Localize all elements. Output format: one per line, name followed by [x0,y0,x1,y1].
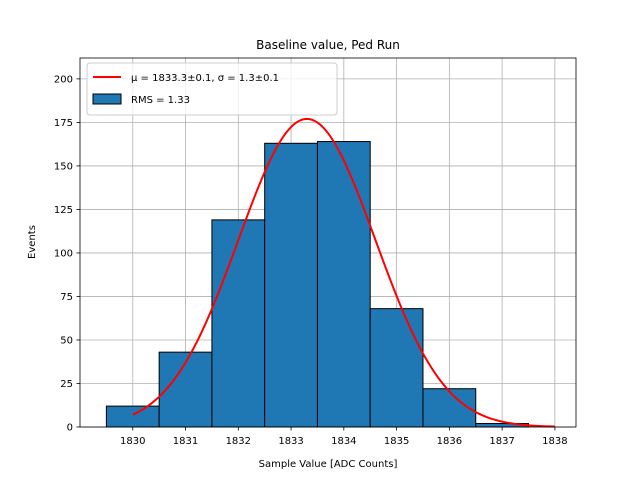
x-tick-label: 1837 [489,436,514,447]
y-tick-label: 0 [67,423,73,434]
chart-title: Baseline value, Ped Run [256,38,400,52]
histogram-bars [105,141,530,428]
histogram-bar [369,308,424,428]
x-axis-ticks: 1830 1831 1832 1833 1834 1835 1836 1837 1838 [120,427,568,447]
legend-histogram-label: RMS = 1.33 [131,95,190,106]
y-axis-label: Events [27,225,38,259]
histogram-bar [105,405,160,428]
y-tick-label: 100 [54,248,73,259]
legend: μ = 1833.3±0.1, σ = 1.3±0.1 RMS = 1.33 [86,62,338,116]
x-tick-label: 1836 [437,436,462,447]
x-tick-label: 1833 [278,436,303,447]
y-axis-ticks: 0 25 50 75 100 125 150 175 200 [54,74,80,434]
histogram-bar [264,142,318,428]
y-tick-label: 75 [60,292,73,303]
histogram-bar [316,141,371,428]
plot-frame [79,57,577,428]
x-tick-label: 1835 [384,436,409,447]
x-tick-label: 1832 [226,436,251,447]
fit-curve-group [132,117,555,428]
y-tick-label: 125 [54,205,73,216]
x-tick-label: 1830 [120,436,145,447]
x-tick-label: 1834 [331,436,356,447]
x-axis-label: Sample Value [ADC Counts] [259,459,398,470]
y-tick-label: 150 [54,161,73,172]
y-tick-label: 200 [54,74,73,85]
histogram-bar [211,219,266,428]
legend-histogram-swatch [92,93,122,105]
legend-fit-label: μ = 1833.3±0.1, σ = 1.3±0.1 [131,73,279,84]
y-tick-label: 50 [60,335,73,346]
y-tick-label: 175 [54,118,73,129]
legend-box [86,62,338,116]
y-tick-label: 25 [60,379,73,390]
x-tick-label: 1831 [173,436,198,447]
fit-curve [132,117,555,428]
x-tick-label: 1838 [542,436,567,447]
histogram-bar [158,351,213,428]
